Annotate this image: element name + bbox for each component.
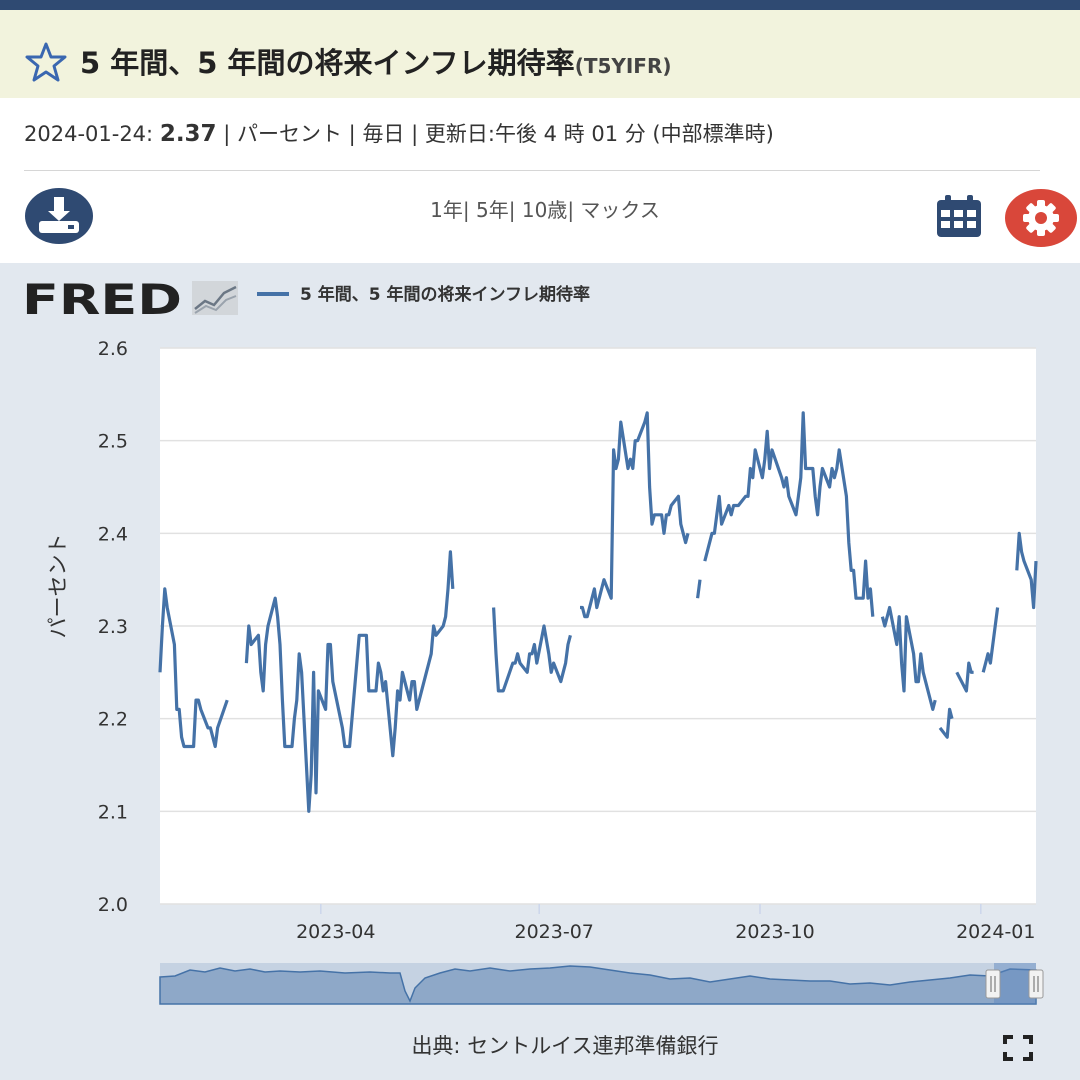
range-1y[interactable]: 1年 xyxy=(430,198,463,222)
x-tick-label: 2023-07 xyxy=(515,921,594,943)
y-tick-label: 2.4 xyxy=(98,523,128,545)
series-title: 5 年間、5 年間の将来インフレ期待率 xyxy=(80,46,575,80)
range-selector: 1年| 5年| 10歳| マックス xyxy=(0,194,1080,223)
x-axis-ticks: 2023-04 2023-07 2023-10 2024-01 xyxy=(296,904,1035,943)
download-button[interactable] xyxy=(24,187,94,245)
series-line xyxy=(696,579,702,599)
chart-area: FRED 5 年間、5 年間の将来インフレ期待率 2.0 2.1 2.2 2.3 2.4… xyxy=(0,263,1080,1080)
page-header: 5 年間、5 年間の将来インフレ期待率(T5YIFR) xyxy=(0,10,1080,98)
range-separator: | xyxy=(567,198,581,222)
y-tick-label: 2.1 xyxy=(98,801,128,823)
series-line xyxy=(703,411,875,617)
settings-button[interactable] xyxy=(1004,188,1078,248)
series-lines xyxy=(158,411,1038,813)
y-axis-ticks: 2.0 2.1 2.2 2.3 2.4 2.5 2.6 xyxy=(98,338,128,916)
navigator[interactable] xyxy=(159,963,1044,1005)
range-max[interactable]: マックス xyxy=(580,198,660,222)
series-line xyxy=(492,607,572,693)
observation-date: 2024-01-24: xyxy=(24,122,154,146)
fred-logo-text: FRED xyxy=(22,275,182,324)
series-line xyxy=(955,661,974,693)
calendar-button[interactable] xyxy=(936,194,982,238)
gear-icon xyxy=(1023,200,1059,236)
divider xyxy=(24,170,1040,171)
series-line xyxy=(981,607,1000,673)
navigator-series xyxy=(159,965,1037,1005)
observation-meta: 2024-01-24: 2.37 | パーセント | 毎日 | 更新日:午後 4… xyxy=(24,118,774,148)
fullscreen-icon[interactable] xyxy=(1003,1035,1033,1061)
y-tick-label: 2.6 xyxy=(98,338,128,360)
range-separator: | xyxy=(508,198,522,222)
observation-updated: 更新日:午後 4 時 01 分 (中部標準時) xyxy=(424,122,774,146)
navigator-handle-left[interactable] xyxy=(985,969,1001,999)
series-code: (T5YIFR) xyxy=(574,54,672,78)
range-5y[interactable]: 5年 xyxy=(476,198,509,222)
meta-separator: | xyxy=(342,122,363,146)
legend-label: 5 年間、5 年間の将来インフレ期待率 xyxy=(300,284,590,305)
y-axis-label: パーセント xyxy=(46,534,70,639)
observation-value: 2.37 xyxy=(159,121,217,147)
download-icon xyxy=(54,197,64,211)
series-line xyxy=(158,587,229,749)
series-line xyxy=(1015,531,1038,610)
meta-separator: | xyxy=(216,122,237,146)
star-icon[interactable] xyxy=(24,40,68,84)
y-tick-label: 2.0 xyxy=(98,894,128,916)
top-bar xyxy=(0,0,1080,10)
y-tick-label: 2.3 xyxy=(98,616,128,638)
source-attribution: 出典: セントルイス連邦準備銀行 xyxy=(411,1034,719,1058)
x-tick-label: 2023-04 xyxy=(296,921,375,943)
observation-unit: パーセント xyxy=(237,122,342,146)
meta-separator: | xyxy=(404,122,425,146)
series-line xyxy=(938,707,954,739)
series-line xyxy=(880,605,937,711)
y-tick-label: 2.5 xyxy=(98,431,128,453)
series-line xyxy=(580,411,690,619)
gridlines xyxy=(160,347,1036,905)
calendar-icon xyxy=(937,195,981,237)
x-tick-label: 2024-01 xyxy=(956,921,1035,943)
page-title: 5 年間、5 年間の将来インフレ期待率(T5YIFR) xyxy=(80,40,672,82)
navigator-handle-right[interactable] xyxy=(1028,969,1044,999)
fred-logo: FRED xyxy=(22,275,238,324)
range-10y[interactable]: 10歳 xyxy=(521,198,568,222)
observation-frequency: 毎日 xyxy=(362,122,405,146)
x-tick-label: 2023-10 xyxy=(735,921,814,943)
series-line xyxy=(244,550,455,813)
chart: FRED 5 年間、5 年間の将来インフレ期待率 2.0 2.1 2.2 2.3 2.4… xyxy=(22,275,1044,1005)
range-separator: | xyxy=(462,198,477,222)
y-tick-label: 2.2 xyxy=(98,709,128,731)
